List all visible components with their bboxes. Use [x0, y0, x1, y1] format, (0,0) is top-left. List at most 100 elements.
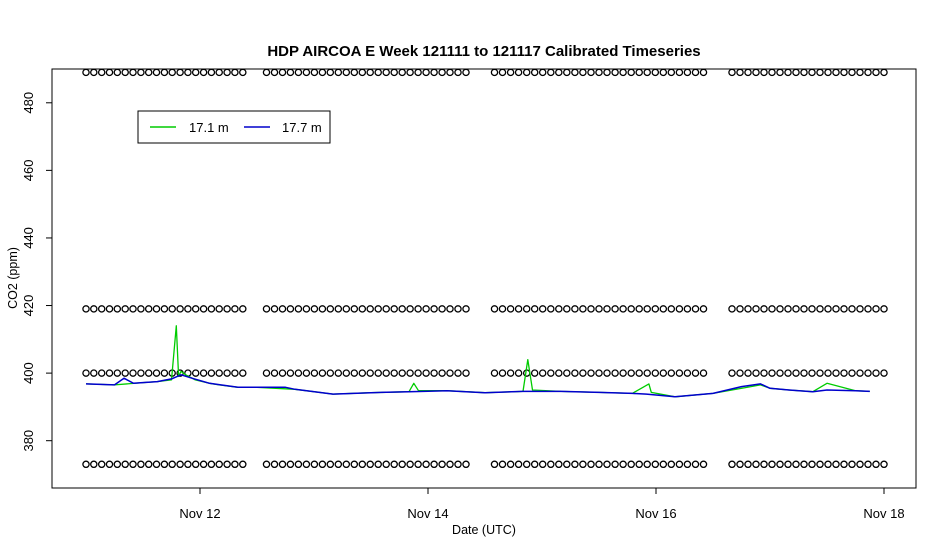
- calibration-point: [848, 460, 856, 469]
- calibration-point: [302, 460, 311, 469]
- calibration-point: [872, 460, 880, 469]
- calibration-point: [659, 68, 668, 77]
- calibration-point: [215, 68, 223, 77]
- calibration-point: [422, 305, 430, 313]
- calibration-point: [239, 68, 247, 77]
- calibration-point: [627, 68, 635, 77]
- calibration-point: [587, 369, 595, 377]
- calibration-point: [334, 460, 343, 469]
- calibration-point: [90, 305, 98, 313]
- calibration-point: [454, 305, 462, 313]
- calibration-point: [438, 305, 446, 313]
- calibration-point: [595, 369, 603, 377]
- calibration-point: [318, 68, 327, 77]
- calibration-point: [137, 68, 145, 77]
- calibration-point: [168, 305, 176, 313]
- calibration-point: [587, 68, 595, 77]
- calibration-point: [191, 369, 200, 377]
- calibration-point: [651, 460, 660, 469]
- calibration-point: [199, 68, 208, 77]
- calibration-point: [438, 369, 446, 377]
- calibration-point: [358, 369, 367, 377]
- calibration-point: [752, 305, 760, 313]
- calibration-point: [744, 369, 752, 377]
- calibration-point: [800, 460, 808, 469]
- calibration-point: [144, 68, 153, 77]
- calibration-point: [768, 369, 776, 377]
- calibration-point: [231, 369, 239, 377]
- calibration-point: [595, 305, 603, 313]
- calibration-point: [864, 68, 872, 77]
- calibration-point: [414, 369, 422, 377]
- calibration-point: [366, 68, 374, 77]
- calibration-point: [880, 68, 888, 77]
- calibration-point: [880, 305, 888, 313]
- calibration-point: [446, 369, 454, 377]
- calibration-point: [414, 460, 422, 469]
- calibration-point: [603, 460, 611, 469]
- y-tick-label: 420: [21, 295, 36, 317]
- calibration-point: [334, 305, 343, 313]
- calibration-point: [278, 369, 287, 377]
- calibration-point: [438, 460, 446, 469]
- calibration-point: [270, 369, 279, 377]
- calibration-point: [547, 369, 555, 377]
- calibration-point: [278, 460, 287, 469]
- calibration-point: [239, 305, 247, 313]
- y-tick-label: 400: [21, 362, 36, 384]
- calibration-point: [121, 369, 129, 377]
- calibration-point: [438, 68, 446, 77]
- calibration-point: [97, 68, 106, 77]
- calibration-point: [683, 305, 692, 313]
- calibration-point: [840, 460, 848, 469]
- calibration-point: [800, 68, 808, 77]
- calibration-point: [824, 369, 832, 377]
- calibration-point: [430, 460, 438, 469]
- calibration-point: [651, 369, 660, 377]
- calibration-point: [286, 305, 295, 313]
- calibration-point: [342, 369, 351, 377]
- calibration-point: [880, 369, 888, 377]
- calibration-point: [199, 305, 208, 313]
- calibration-point: [342, 460, 351, 469]
- calibration-point: [800, 369, 808, 377]
- calibration-point: [752, 369, 760, 377]
- calibration-point: [121, 460, 129, 469]
- calibration-point: [390, 305, 398, 313]
- calibration-point: [184, 68, 192, 77]
- series-line-17-1-m: [85, 325, 870, 398]
- calibration-point: [872, 68, 880, 77]
- calibration-point: [137, 369, 145, 377]
- calibration-point: [603, 305, 611, 313]
- calibration-point: [129, 305, 137, 313]
- calibration-point: [358, 305, 367, 313]
- calibration-point: [294, 305, 303, 313]
- calibration-point: [462, 460, 470, 469]
- axis-ticks: Nov 12 Nov 14 Nov 16 Nov 18 380 400 420 440 460 4…: [21, 92, 905, 521]
- calibration-point: [563, 68, 571, 77]
- calibration-point: [294, 68, 303, 77]
- calibration-point: [82, 460, 90, 469]
- calibration-point: [342, 305, 351, 313]
- calibration-point: [366, 369, 374, 377]
- calibration-point: [506, 68, 515, 77]
- calibration-point: [113, 305, 122, 313]
- calibration-point: [691, 460, 700, 469]
- calibration-point: [231, 68, 239, 77]
- calibration-point: [278, 68, 287, 77]
- calibration-point: [522, 68, 531, 77]
- y-tick-label: 380: [21, 430, 36, 452]
- calibration-point: [667, 68, 676, 77]
- calibration-point: [184, 305, 192, 313]
- legend-label-17-1m: 17.1 m: [189, 120, 229, 135]
- calibration-point: [223, 460, 231, 469]
- calibration-point: [286, 460, 295, 469]
- calibration-point: [872, 369, 880, 377]
- calibration-point: [231, 460, 239, 469]
- calibration-point: [498, 369, 507, 377]
- x-tick-label: Nov 14: [407, 506, 448, 521]
- calibration-point: [160, 305, 169, 313]
- calibration-point: [506, 305, 515, 313]
- calibration-point: [611, 68, 619, 77]
